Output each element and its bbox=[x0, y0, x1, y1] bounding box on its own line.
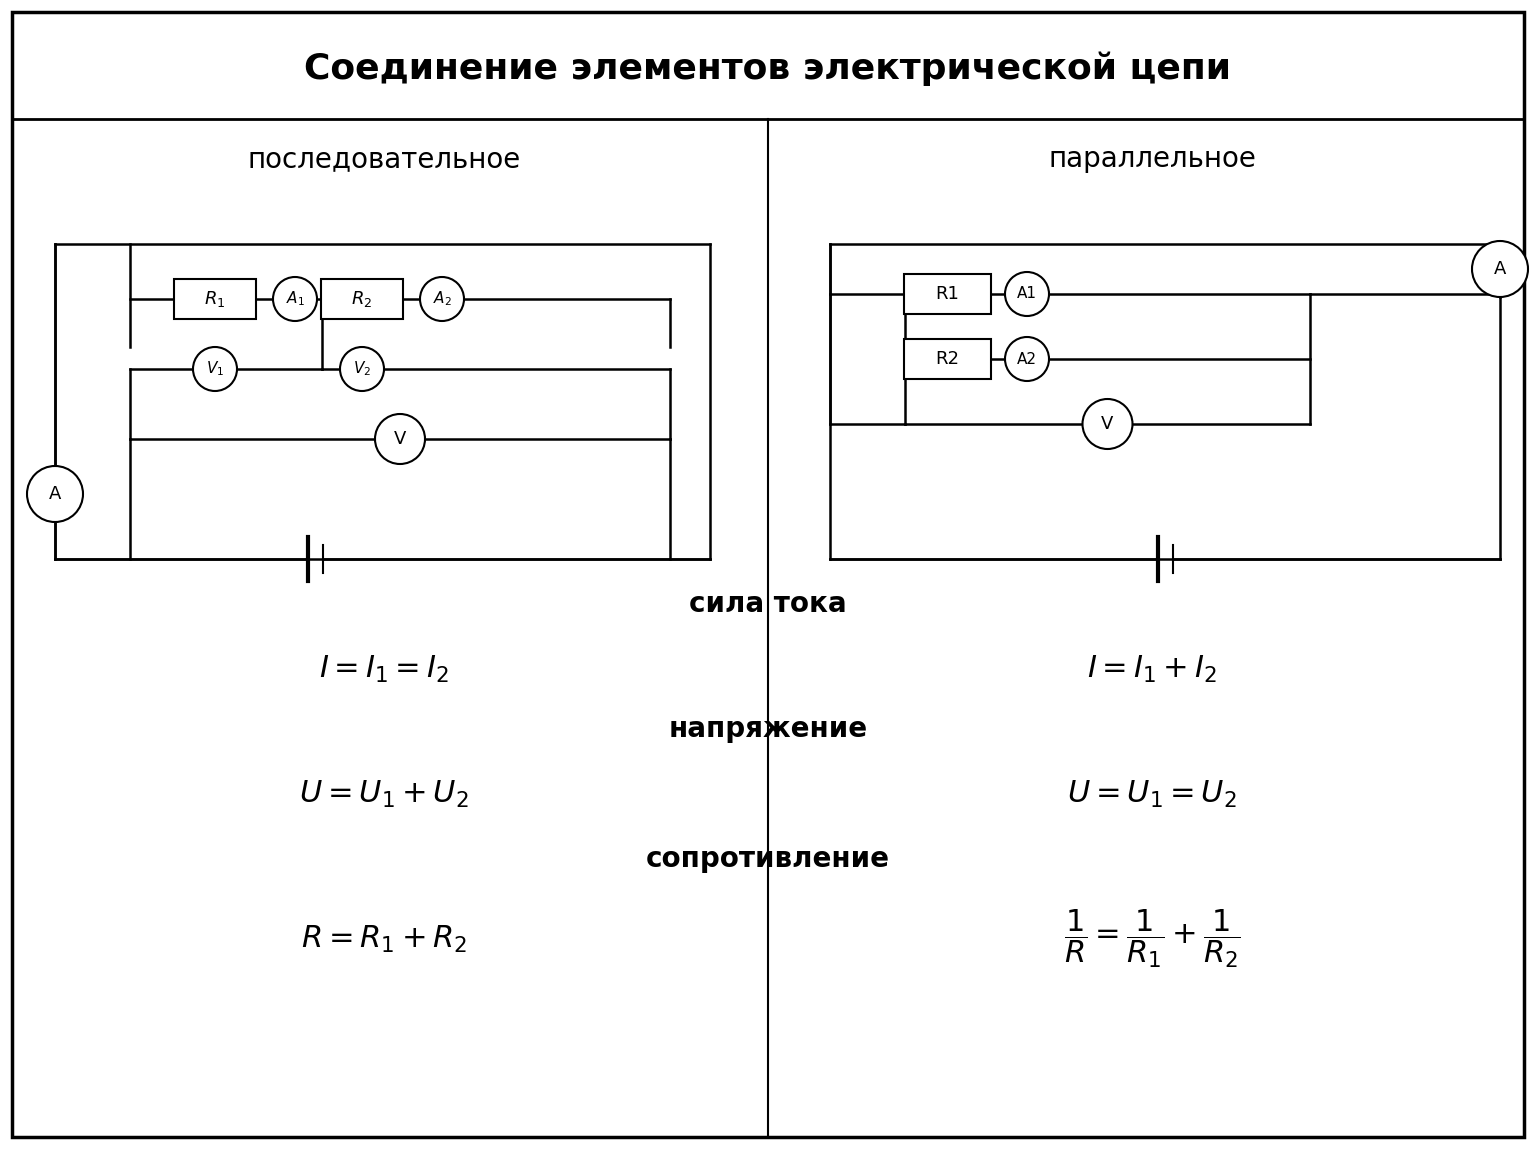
FancyBboxPatch shape bbox=[12, 11, 1524, 1138]
Circle shape bbox=[1005, 272, 1049, 316]
Circle shape bbox=[1005, 337, 1049, 381]
FancyBboxPatch shape bbox=[905, 273, 991, 314]
Text: $U = U_1 + U_2$: $U = U_1 + U_2$ bbox=[300, 779, 468, 810]
Text: $R_1$: $R_1$ bbox=[204, 290, 226, 309]
Text: напряжение: напряжение bbox=[668, 715, 868, 743]
Text: $R_2$: $R_2$ bbox=[352, 290, 373, 309]
Circle shape bbox=[28, 466, 83, 522]
Text: $V_2$: $V_2$ bbox=[353, 360, 372, 378]
Text: $V_1$: $V_1$ bbox=[206, 360, 224, 378]
Text: V: V bbox=[393, 430, 406, 448]
Text: V: V bbox=[1101, 415, 1114, 433]
Text: A1: A1 bbox=[1017, 286, 1037, 301]
FancyBboxPatch shape bbox=[174, 279, 257, 319]
Circle shape bbox=[375, 414, 425, 464]
Text: параллельное: параллельное bbox=[1048, 145, 1256, 173]
Text: $U = U_1 = U_2$: $U = U_1 = U_2$ bbox=[1068, 779, 1236, 810]
Text: $A_1$: $A_1$ bbox=[286, 290, 304, 308]
Text: $\dfrac{1}{R} = \dfrac{1}{R_1} + \dfrac{1}{R_2}$: $\dfrac{1}{R} = \dfrac{1}{R_1} + \dfrac{… bbox=[1063, 908, 1241, 970]
Circle shape bbox=[339, 347, 384, 391]
Text: $I = I_1 + I_2$: $I = I_1 + I_2$ bbox=[1087, 654, 1217, 685]
Circle shape bbox=[273, 277, 316, 321]
Text: $R = R_1 + R_2$: $R = R_1 + R_2$ bbox=[301, 924, 467, 955]
Circle shape bbox=[194, 347, 237, 391]
Text: $I = I_1 = I_2$: $I = I_1 = I_2$ bbox=[319, 654, 449, 685]
Text: R1: R1 bbox=[935, 285, 960, 303]
Text: последовательное: последовательное bbox=[247, 145, 521, 173]
FancyBboxPatch shape bbox=[905, 339, 991, 379]
Text: сопротивление: сопротивление bbox=[647, 845, 889, 873]
Text: R2: R2 bbox=[935, 350, 960, 368]
Text: $A_2$: $A_2$ bbox=[433, 290, 452, 308]
FancyBboxPatch shape bbox=[321, 279, 402, 319]
Text: A: A bbox=[1495, 260, 1507, 278]
Circle shape bbox=[1083, 399, 1132, 449]
Text: A2: A2 bbox=[1017, 352, 1037, 367]
Text: A: A bbox=[49, 485, 61, 503]
Circle shape bbox=[1471, 241, 1528, 296]
Circle shape bbox=[419, 277, 464, 321]
Text: сила тока: сила тока bbox=[690, 589, 846, 618]
Text: Соединение элементов электрической цепи: Соединение элементов электрической цепи bbox=[304, 52, 1232, 86]
